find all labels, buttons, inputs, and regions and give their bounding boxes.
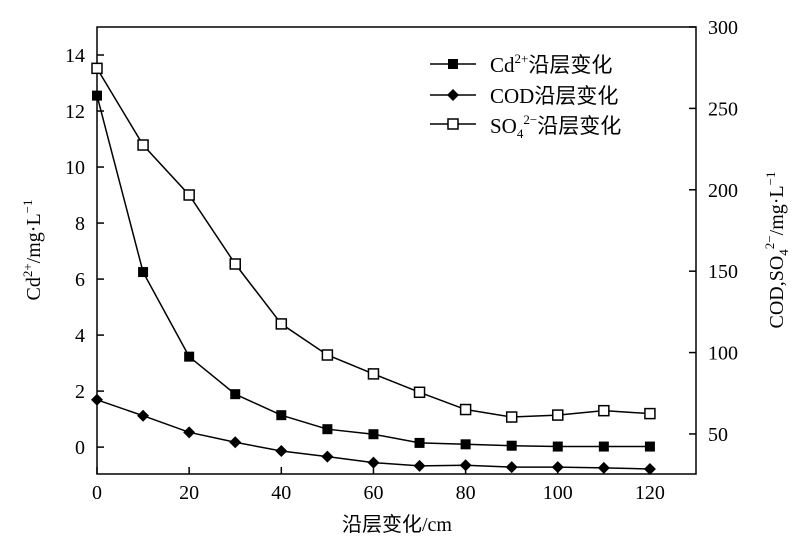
legend-item-cod: COD沿层变化 xyxy=(430,84,618,108)
data-point xyxy=(92,90,102,101)
x-tick-label: 100 xyxy=(543,482,573,504)
data-point xyxy=(367,456,380,469)
right-y-tick-label: 100 xyxy=(708,343,738,365)
x-tick-label: 120 xyxy=(635,482,665,504)
data-point xyxy=(643,462,656,475)
series-group xyxy=(91,62,656,475)
x-tick-label: 60 xyxy=(363,482,383,504)
data-point xyxy=(459,403,472,416)
x-axis: 0 20 40 60 80 100 120 xyxy=(92,467,665,504)
data-point xyxy=(367,368,380,380)
legend-item-so4: SO42−沿层变化 xyxy=(430,112,621,141)
data-point xyxy=(505,461,518,474)
right-y-axis: 50 100 150 200 250 300 xyxy=(689,17,738,446)
data-point xyxy=(368,429,379,440)
x-tick-label: 0 xyxy=(92,482,102,504)
left-y-tick-label: 4 xyxy=(75,325,85,347)
x-axis-label: 沿层变化/cm xyxy=(342,513,452,536)
series-1 xyxy=(91,393,656,475)
data-point xyxy=(275,445,288,458)
left-y-tick-label: 6 xyxy=(75,269,85,291)
left-y-axis: 0 2 4 6 8 10 12 14 xyxy=(65,45,104,459)
data-point xyxy=(598,441,609,452)
right-y-axis-label: COD,SO42−/mg·L−1 xyxy=(762,172,791,329)
legend-item-cd: Cd2+沿层变化 xyxy=(430,51,612,77)
data-point xyxy=(91,62,103,75)
data-point xyxy=(322,424,333,435)
svg-text:COD沿层变化: COD沿层变化 xyxy=(490,84,618,108)
data-point xyxy=(321,450,334,463)
data-point xyxy=(183,426,196,439)
left-y-axis-label: Cd2+/mg·L−1 xyxy=(20,199,45,300)
data-point xyxy=(413,386,426,399)
data-point xyxy=(552,409,564,421)
data-point xyxy=(137,409,150,422)
x-tick-label: 40 xyxy=(271,482,291,504)
x-tick-label: 20 xyxy=(179,482,199,504)
data-point xyxy=(597,461,610,474)
left-y-tick-label: 12 xyxy=(65,101,85,123)
series-line xyxy=(96,95,650,448)
series-0 xyxy=(92,90,655,452)
data-point xyxy=(230,389,241,400)
svg-text:SO42−沿层变化: SO42−沿层变化 xyxy=(490,112,621,141)
data-point xyxy=(551,461,564,474)
right-y-tick-label: 150 xyxy=(708,261,738,283)
legend: Cd2+沿层变化 COD沿层变化 SO42−沿层变化 xyxy=(430,51,621,141)
data-point xyxy=(598,404,610,417)
left-y-tick-label: 2 xyxy=(75,381,85,403)
left-y-tick-label: 0 xyxy=(75,437,85,459)
x-tick-label: 80 xyxy=(456,482,476,504)
svg-text:Cd2+沿层变化: Cd2+沿层变化 xyxy=(490,51,612,77)
data-point xyxy=(137,139,149,151)
data-point xyxy=(505,411,518,423)
data-point xyxy=(276,410,287,421)
data-point xyxy=(321,349,334,361)
data-point xyxy=(644,407,656,420)
data-point xyxy=(644,441,655,452)
right-y-tick-label: 200 xyxy=(708,180,738,202)
right-y-tick-label: 50 xyxy=(708,424,728,446)
data-point xyxy=(414,437,425,448)
plot-frame xyxy=(96,26,697,475)
data-point xyxy=(138,267,149,278)
right-y-tick-label: 250 xyxy=(708,98,738,120)
data-point xyxy=(413,459,426,472)
data-point xyxy=(229,436,242,449)
left-y-tick-label: 10 xyxy=(65,157,85,179)
series-2 xyxy=(91,62,656,423)
right-y-tick-label: 300 xyxy=(708,17,738,39)
data-point xyxy=(552,441,563,452)
data-point xyxy=(506,440,517,451)
data-point xyxy=(183,189,195,201)
data-point xyxy=(460,439,471,450)
left-y-tick-label: 8 xyxy=(75,213,85,235)
data-point xyxy=(91,393,103,406)
left-y-tick-label: 14 xyxy=(65,45,85,67)
data-point xyxy=(275,318,288,330)
data-point xyxy=(229,258,241,270)
data-point xyxy=(459,459,472,472)
data-point xyxy=(184,351,195,362)
